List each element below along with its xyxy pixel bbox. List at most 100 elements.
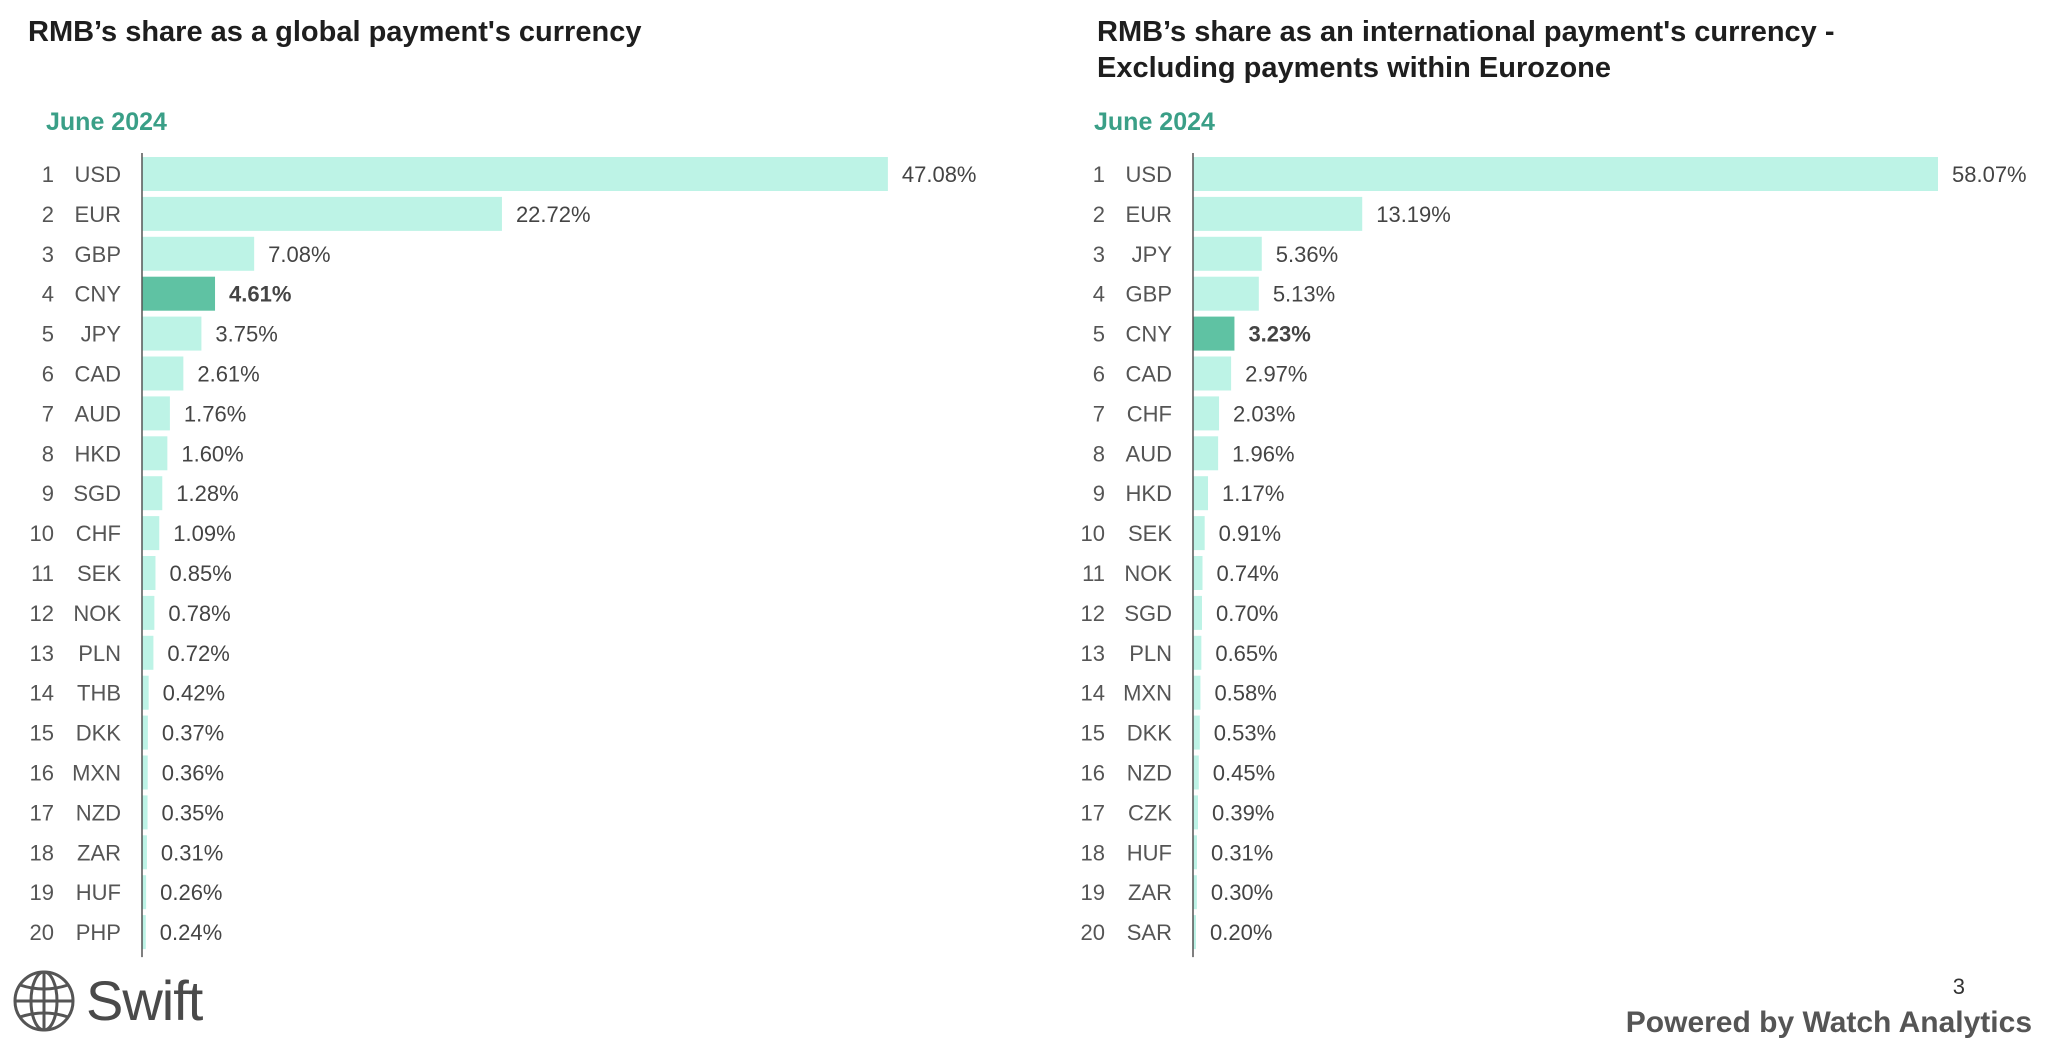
category-label: ZAR [1128,880,1172,905]
value-label: 22.72% [516,202,591,227]
value-label: 0.72% [167,641,229,666]
bar [142,835,147,870]
category-label: SEK [77,561,121,586]
value-label: 2.03% [1233,401,1295,426]
rank-label: 12 [30,601,54,626]
value-label: 3.23% [1248,322,1310,347]
bar [142,476,163,511]
bar [142,915,146,950]
rank-label: 13 [1081,641,1105,666]
value-label: 0.31% [161,840,223,865]
value-label: 5.36% [1276,242,1338,267]
category-label: SGD [73,481,121,506]
category-label: HUF [1127,840,1172,865]
rank-label: 7 [1093,401,1105,426]
rank-label: 4 [1093,282,1105,307]
rank-label: 8 [42,441,54,466]
category-label: SGD [1124,601,1172,626]
category-label: ZAR [77,840,121,865]
category-label: JPY [81,322,122,347]
value-label: 0.74% [1216,561,1278,586]
category-label: CNY [1126,322,1173,347]
bar [142,675,149,710]
value-label: 1.09% [173,521,235,546]
category-label: USD [1126,162,1172,187]
bar [1193,396,1220,431]
bar [142,795,148,830]
category-label: HKD [75,441,121,466]
value-label: 0.45% [1213,761,1275,786]
bar [1193,556,1203,590]
rank-label: 19 [1081,880,1105,905]
value-label: 0.70% [1216,601,1278,626]
value-label: 0.26% [160,880,222,905]
value-label: 47.08% [902,162,977,187]
bar [1193,516,1205,551]
category-label: HKD [1126,481,1172,506]
bar [142,436,168,471]
rank-label: 10 [30,521,54,546]
category-label: NZD [76,800,121,825]
category-label: NOK [73,601,121,626]
value-label: 5.13% [1273,282,1335,307]
value-label: 7.08% [268,242,330,267]
chart-title-global: RMB’s share as a global payment's curren… [28,16,642,48]
category-label: MXN [72,761,121,786]
value-label: 1.96% [1232,441,1294,466]
bar [142,356,184,391]
period-label-global: June 2024 [46,108,167,136]
rank-label: 6 [1093,362,1105,387]
value-label: 0.42% [163,681,225,706]
value-label: 13.19% [1376,202,1451,227]
bar [142,236,255,271]
bar [1193,236,1262,271]
category-label: CHF [76,521,121,546]
value-label: 0.39% [1212,800,1274,825]
bar [1193,276,1259,311]
rank-label: 15 [30,721,54,746]
rank-label: 2 [42,202,54,227]
rank-label: 9 [42,481,54,506]
category-label: SEK [1128,521,1172,546]
bar [1193,875,1197,910]
rank-label: 9 [1093,481,1105,506]
category-label: AUD [1126,441,1172,466]
bar [142,316,202,351]
chart-title-international: RMB’s share as an international payment'… [1097,16,1835,84]
category-label: CAD [75,362,121,387]
globe-icon [13,970,75,1031]
bar [142,875,147,910]
rank-label: 4 [42,282,54,307]
category-label: PLN [1129,641,1172,666]
value-label: 0.20% [1210,920,1272,945]
rank-label: 17 [30,800,54,825]
bar-chart-global: 1 USD 47.08% 2 EUR 22.72% 3 GBP 7.08% 4 CNY 4.61% 5 J… [30,153,977,958]
category-label: GBP [75,242,121,267]
category-label: GBP [1126,282,1172,307]
bar [1193,196,1363,231]
rank-label: 6 [42,362,54,387]
value-label: 58.07% [1952,162,2027,187]
rank-label: 14 [30,681,54,706]
value-label: 0.78% [168,601,230,626]
category-label: JPY [1132,242,1173,267]
bar [1193,595,1202,630]
rank-label: 11 [1082,561,1105,586]
category-label: CAD [1126,362,1172,387]
category-label: CHF [1127,401,1172,426]
period-label-international: June 2024 [1094,108,1215,136]
bar [142,595,155,630]
rank-label: 20 [30,920,54,945]
rank-label: 8 [1093,441,1105,466]
page-number: 3 [1952,974,1965,999]
value-label: 0.65% [1215,641,1277,666]
category-label: CNY [75,282,122,307]
bar [1193,157,1938,191]
rank-label: 1 [1093,162,1105,187]
rank-label: 5 [1093,322,1105,347]
value-label: 0.53% [1214,721,1276,746]
value-label: 0.24% [160,920,222,945]
logo-text: Swift [86,969,203,1032]
category-label: NZD [1127,761,1172,786]
bar [1193,356,1232,391]
